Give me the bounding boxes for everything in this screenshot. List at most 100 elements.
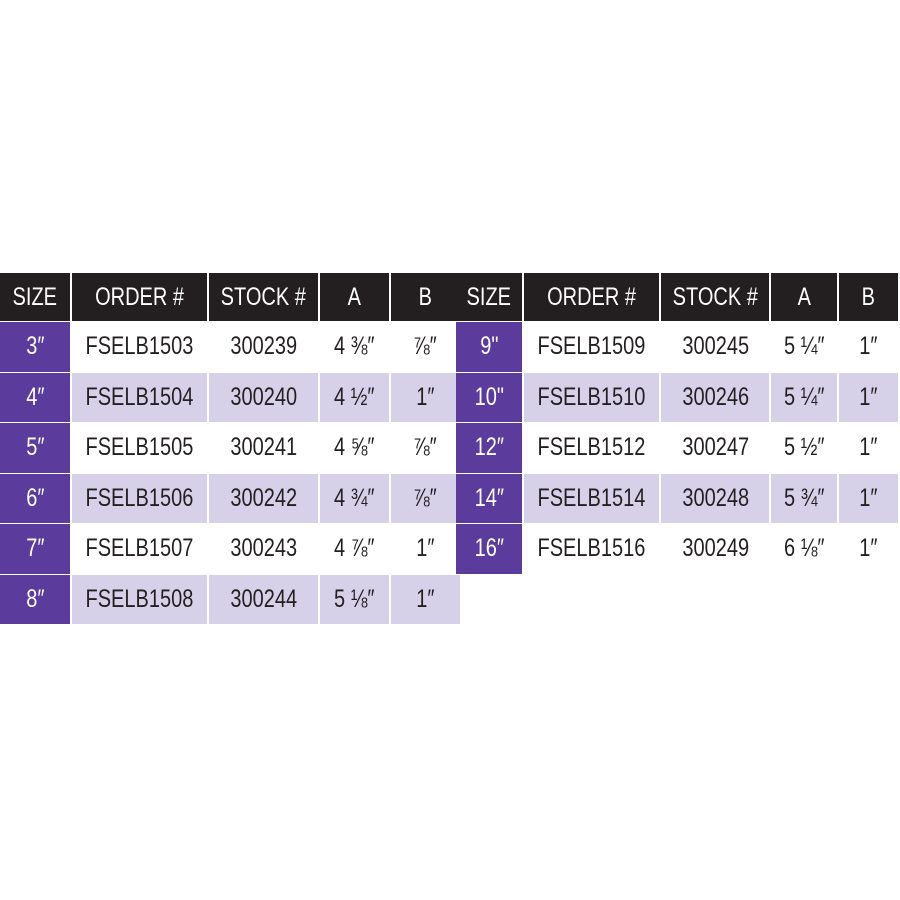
order-number-cell: FSELB1508 — [72, 574, 207, 624]
dimension-b-cell: ⅞″ — [390, 322, 460, 372]
size-cell: 4″ — [0, 372, 70, 422]
cell-text: 4 ⅜″ — [334, 332, 375, 361]
order-number-cell: FSELB1512 — [524, 423, 660, 473]
dimension-a-cell: 4 ⅝″ — [319, 423, 389, 473]
cell-text: 300249 — [681, 534, 749, 563]
cell-text: 5 ¼″ — [783, 332, 825, 361]
cell-text: 5 ¼″ — [783, 382, 825, 411]
cell-text: 300241 — [229, 433, 297, 462]
stock-number-cell: 300247 — [661, 423, 770, 473]
cell-text: 1″ — [859, 483, 878, 512]
column-header-label: ORDER # — [94, 282, 184, 311]
cell-text: 12″ — [474, 433, 504, 462]
column-header: ORDER # — [72, 273, 207, 321]
stock-number-cell: 300241 — [208, 423, 318, 473]
column-header: SIZE — [0, 273, 70, 321]
cell-text: 4″ — [25, 382, 45, 411]
table-row: 12″ FSELB1512 300247 5 ½″ 1″ — [456, 423, 898, 473]
dimension-b-cell: 1″ — [390, 574, 460, 624]
size-cell: 16″ — [456, 524, 523, 574]
cell-text: 4 ½″ — [334, 382, 375, 411]
stock-number-cell: 300246 — [661, 372, 770, 422]
order-number-cell: FSELB1507 — [72, 524, 207, 574]
cell-text: 5 ½″ — [783, 433, 825, 462]
cell-text: 4 ⅝″ — [334, 433, 375, 462]
header-row: SIZE ORDER # STOCK # A B — [0, 273, 460, 321]
cell-text: 1″ — [416, 534, 435, 563]
stock-number-cell: 300242 — [208, 473, 318, 523]
stock-number-cell: 300239 — [208, 322, 318, 372]
cell-text: 9" — [479, 332, 499, 361]
column-header: B — [390, 273, 460, 321]
cell-text: 300248 — [681, 483, 749, 512]
column-header-label: A — [797, 282, 811, 311]
column-header: STOCK # — [208, 273, 318, 321]
cell-text: ⅞″ — [413, 332, 438, 361]
column-header: STOCK # — [661, 273, 770, 321]
cell-text: 1″ — [859, 332, 878, 361]
cell-text: 300243 — [229, 534, 297, 563]
cell-text: 6″ — [25, 483, 45, 512]
size-cell: 5″ — [0, 423, 70, 473]
dimension-b-cell: 1″ — [838, 423, 898, 473]
cell-text: 6 ⅛″ — [783, 534, 825, 563]
table-row: 5″ FSELB1505 300241 4 ⅝″ ⅞″ — [0, 423, 460, 473]
dimension-a-cell: 5 ¼″ — [771, 372, 837, 422]
table-row: 16″ FSELB1516 300249 6 ⅛″ 1″ — [456, 524, 898, 574]
table-row: 9" FSELB1509 300245 5 ¼″ 1″ — [456, 322, 898, 372]
dimension-b-cell: 1″ — [838, 322, 898, 372]
size-cell: 14″ — [456, 473, 523, 523]
cell-text: 1″ — [416, 584, 435, 613]
cell-text: FSELB1516 — [537, 534, 646, 563]
cell-text: 14″ — [474, 483, 504, 512]
order-number-cell: FSELB1506 — [72, 473, 207, 523]
cell-text: 5 ¾″ — [783, 483, 825, 512]
dimension-b-cell: ⅞″ — [390, 423, 460, 473]
size-cell: 9" — [456, 322, 523, 372]
dimension-b-cell: 1″ — [838, 524, 898, 574]
column-header-label: STOCK # — [220, 282, 306, 311]
table-row: 4″ FSELB1504 300240 4 ½″ 1″ — [0, 372, 460, 422]
cell-text: 16″ — [474, 534, 504, 563]
size-cell: 8″ — [0, 574, 70, 624]
size-cell: 3″ — [0, 322, 70, 372]
dimension-a-cell: 4 ⅞″ — [319, 524, 389, 574]
table-row: 3″ FSELB1503 300239 4 ⅜″ ⅞″ — [0, 322, 460, 372]
cell-text: 300246 — [681, 382, 749, 411]
table-row: 8″ FSELB1508 300244 5 ⅛″ 1″ — [0, 574, 460, 624]
table-row: 14″ FSELB1514 300248 5 ¾″ 1″ — [456, 473, 898, 523]
order-number-cell: FSELB1514 — [524, 473, 660, 523]
column-header-label: ORDER # — [547, 282, 637, 311]
cell-text: FSELB1512 — [537, 433, 646, 462]
cell-text: ⅞″ — [413, 483, 438, 512]
order-number-cell: FSELB1504 — [72, 372, 207, 422]
size-cell: 7″ — [0, 524, 70, 574]
dimension-a-cell: 5 ⅛″ — [319, 574, 389, 624]
cell-text: 300247 — [681, 433, 749, 462]
dimension-a-cell: 4 ⅜″ — [319, 322, 389, 372]
cell-text: 5″ — [25, 433, 45, 462]
size-cell: 10" — [456, 372, 523, 422]
cell-text: FSELB1505 — [85, 433, 194, 462]
cell-text: 1″ — [859, 382, 878, 411]
cell-text: 4 ¾″ — [334, 483, 375, 512]
cell-text: FSELB1504 — [85, 382, 194, 411]
cell-text: 1″ — [416, 382, 435, 411]
stock-number-cell: 300244 — [208, 574, 318, 624]
cell-text: 300245 — [681, 332, 749, 361]
dimension-a-cell: 5 ½″ — [771, 423, 837, 473]
stock-number-cell: 300249 — [661, 524, 770, 574]
cell-text: 7″ — [25, 534, 45, 563]
column-header: ORDER # — [524, 273, 660, 321]
column-header-label: SIZE — [12, 282, 58, 311]
cell-text: 10" — [474, 382, 504, 411]
stock-number-cell: 300240 — [208, 372, 318, 422]
cell-text: 300242 — [229, 483, 297, 512]
stock-number-cell: 300248 — [661, 473, 770, 523]
sizes-table-left: SIZE ORDER # STOCK # A B 3″ FSELB1503 300239 4 ⅜… — [0, 272, 462, 625]
dimension-a-cell: 4 ¾″ — [319, 473, 389, 523]
order-number-cell: FSELB1510 — [524, 372, 660, 422]
cell-text: FSELB1508 — [85, 584, 194, 613]
cell-text: 5 ⅛″ — [334, 584, 375, 613]
column-header-label: STOCK # — [672, 282, 758, 311]
